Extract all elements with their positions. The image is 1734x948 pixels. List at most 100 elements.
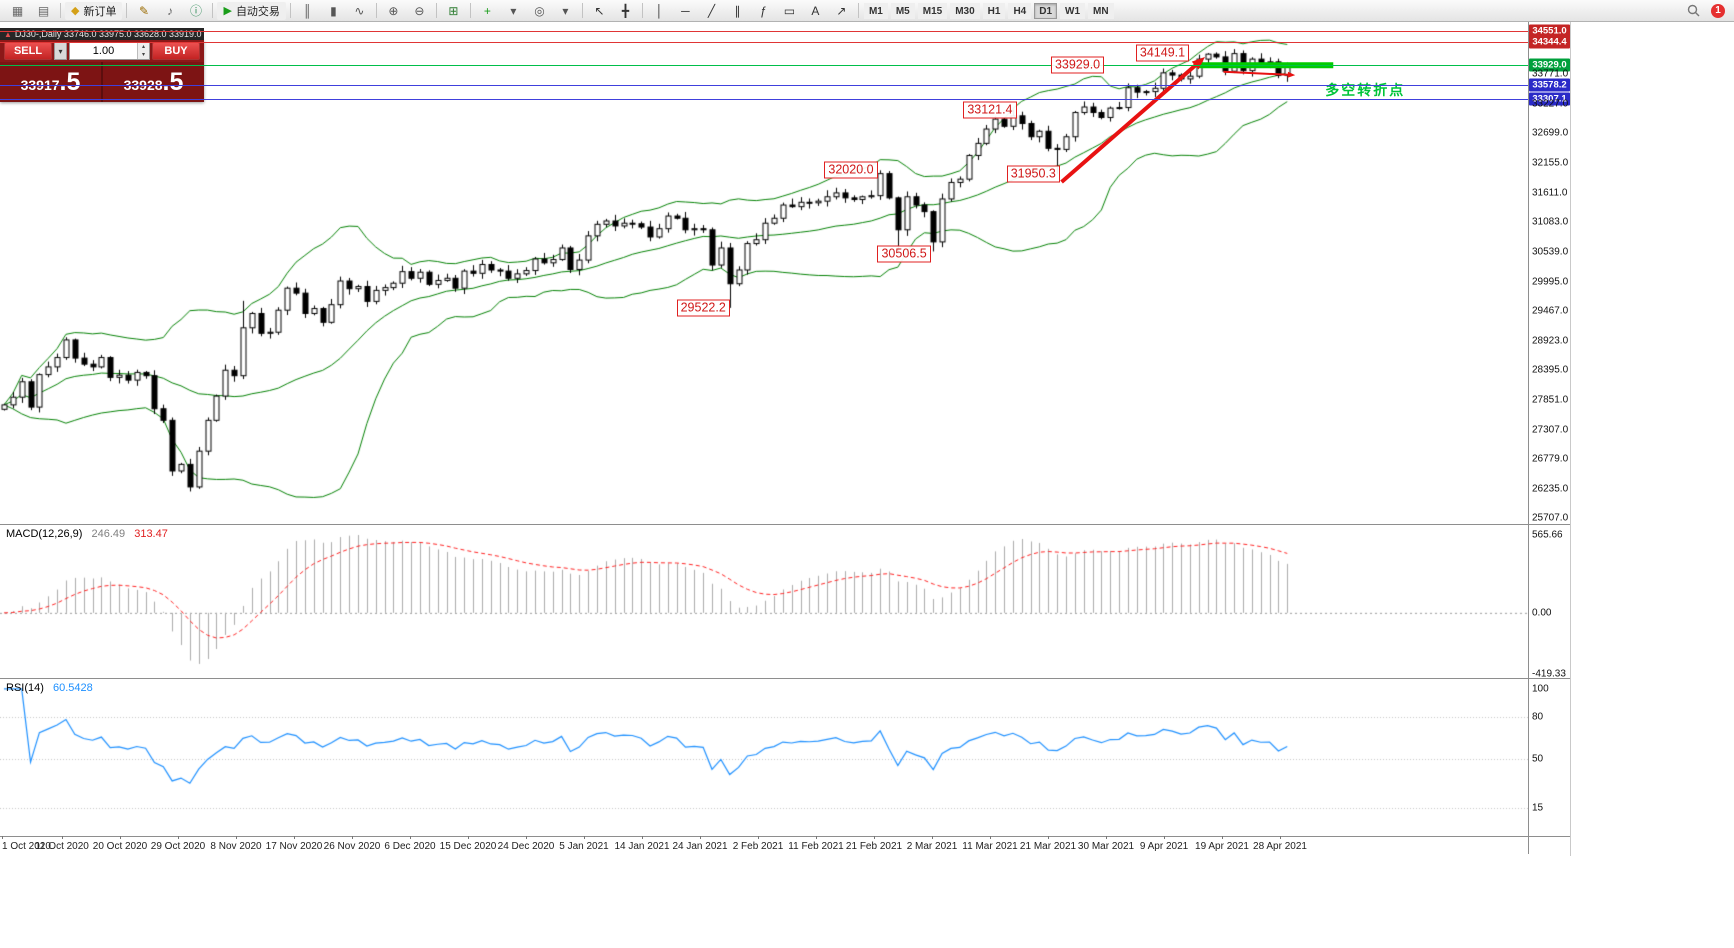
time-axis[interactable]: 1 Oct 2020 11 Oct 2020 20 Oct 2020 29 Oct 2…	[0, 836, 1570, 856]
rsi-panel-canvas[interactable]	[0, 679, 1528, 836]
time-axis-tick	[178, 836, 179, 839]
timeframe-button-M15[interactable]: M15	[917, 2, 948, 19]
price-axis[interactable]: 34551.0 34344.4 33929.0 33578.2 33307.1 33771…	[1529, 22, 1570, 854]
date-label: 11 Oct 2020	[35, 841, 89, 852]
date-label: 11 Mar 2021	[962, 841, 1018, 852]
price-annotation[interactable]: 30506.5	[877, 245, 931, 263]
price-chart-canvas[interactable]	[0, 22, 1528, 524]
date-label: 21 Mar 2021	[1019, 841, 1077, 852]
panel-separator[interactable]	[0, 836, 1570, 837]
price-level-badge: 34551.0	[1529, 24, 1570, 38]
buy-button[interactable]: BUY	[152, 42, 200, 60]
horizontal-line-icon[interactable]: ─	[681, 3, 690, 18]
toolbar-separator	[126, 3, 128, 18]
horizontal-level-line[interactable]	[0, 65, 1528, 67]
volume-dropdown[interactable]: ▾	[54, 42, 67, 60]
arrows-icon[interactable]: ↗	[836, 3, 847, 18]
sell-price[interactable]: 33917.5	[0, 68, 101, 97]
rsi-name: RSI(14)	[6, 682, 44, 694]
rsi-axis-tick: 100	[1532, 683, 1549, 695]
horizontal-level-line[interactable]	[0, 99, 1528, 101]
line-chart-mode-icon[interactable]: ∿	[354, 3, 365, 18]
cursor-icon[interactable]: ↖	[594, 3, 605, 18]
channel-icon[interactable]: ∥	[734, 3, 741, 18]
volume-input[interactable]	[70, 43, 137, 59]
time-axis-tick	[468, 836, 469, 839]
sell-button[interactable]: SELL	[4, 42, 52, 60]
toolbar-separator	[857, 3, 859, 18]
trend-arrow-head	[1191, 57, 1205, 70]
time-axis-tick	[236, 836, 237, 839]
macd-axis-tick: 565.66	[1532, 529, 1563, 541]
buy-price[interactable]: 33928.5	[103, 68, 204, 97]
time-axis-tick	[1222, 836, 1223, 839]
search-icon[interactable]	[1681, 1, 1706, 21]
shapes-icon[interactable]: ▭	[783, 3, 796, 18]
crosshair-icon[interactable]: ╋	[621, 3, 630, 18]
chart-title-text: DJ30-,Daily 33746.0 33975.0 33628.0 3391…	[14, 29, 202, 39]
price-annotation[interactable]: 33121.4	[963, 101, 1017, 119]
panel-separator[interactable]	[0, 524, 1570, 525]
price-annotation[interactable]: 33929.0	[1050, 56, 1105, 74]
new-chart-icon[interactable]: ▦	[11, 3, 24, 18]
price-axis-tick: 26779.0	[1532, 453, 1569, 465]
timeframe-button-M30[interactable]: M30	[950, 2, 980, 19]
bar-chart-mode-icon[interactable]: ║	[303, 3, 312, 18]
time-axis-tick	[62, 836, 63, 839]
date-label: 24 Jan 2021	[672, 841, 728, 852]
text-icon[interactable]: A	[811, 3, 820, 18]
volume-field: ▴ ▾	[69, 42, 150, 60]
horizontal-level-line[interactable]	[0, 30, 1528, 32]
community-icon[interactable]: ⓘ	[189, 4, 202, 18]
timeframe-button-H4[interactable]: H4	[1008, 2, 1032, 19]
date-label: 1 Oct 2020	[2, 841, 51, 852]
cycles-icon[interactable]: ◎	[534, 3, 545, 18]
timeframe-button-H1[interactable]: H1	[982, 2, 1006, 19]
cycles-dropdown-icon[interactable]: ▾	[562, 3, 569, 18]
indicators-icon[interactable]: +	[483, 3, 491, 18]
notifications-badge[interactable]: 1	[1711, 3, 1725, 18]
tile-windows-icon[interactable]: ⊞	[448, 3, 459, 18]
fibonacci-icon[interactable]: ƒ	[760, 3, 767, 18]
vertical-line-icon[interactable]: │	[655, 3, 664, 18]
timeframe-button-D1[interactable]: D1	[1034, 2, 1058, 19]
panel-separator[interactable]	[0, 678, 1570, 679]
timeframe-button-M5[interactable]: M5	[890, 2, 915, 19]
chart-note-label[interactable]: 多空转折点	[1325, 81, 1406, 98]
macd-indicator-label: MACD(12,26,9) 246.49 313.47	[6, 528, 168, 540]
candlestick-mode-icon[interactable]: ▮	[330, 3, 337, 18]
zoom-out-icon[interactable]: ⊖	[414, 3, 425, 18]
trend-arrow[interactable]	[1060, 60, 1201, 184]
toolbar-separator	[212, 3, 214, 18]
timeframe-button-M1[interactable]: M1	[863, 2, 888, 19]
pullback-arrow[interactable]	[1223, 70, 1292, 76]
price-annotation[interactable]: 31950.3	[1006, 165, 1060, 183]
date-label: 29 Oct 2020	[150, 841, 206, 852]
volume-spinner: ▴ ▾	[137, 43, 149, 59]
macd-axis-tick: -419.33	[1532, 668, 1566, 680]
sell-price-int: 33917	[20, 76, 60, 93]
metaeditor-icon[interactable]: ✎	[138, 3, 149, 18]
price-annotation[interactable]: 34149.1	[1135, 44, 1190, 62]
price-annotation[interactable]: 29522.2	[676, 299, 730, 317]
time-axis-tick	[1048, 836, 1049, 839]
price-level-badge: 34344.4	[1529, 35, 1570, 49]
horizontal-level-line[interactable]	[0, 84, 1528, 86]
macd-panel-canvas[interactable]	[0, 525, 1528, 678]
timeframe-button-W1[interactable]: W1	[1060, 2, 1086, 19]
price-axis-tick: 32155.0	[1532, 157, 1569, 169]
profiles-icon[interactable]: ▤	[37, 3, 50, 18]
horizontal-level-line[interactable]	[0, 42, 1528, 44]
one-click-trading-panel: SELL ▾ ▴ ▾ BUY 33917.5 33928.5	[0, 40, 204, 102]
zoom-in-icon[interactable]: ⊕	[388, 3, 399, 18]
volume-decrease-button[interactable]: ▾	[138, 51, 149, 59]
indicators-dropdown-icon[interactable]: ▾	[510, 3, 517, 18]
collapse-panel-icon[interactable]: ▲	[4, 30, 12, 39]
trendline-icon[interactable]: ╱	[707, 3, 716, 18]
timeframe-button-MN[interactable]: MN	[1088, 2, 1114, 19]
new-order-button[interactable]: ◆ 新订单	[65, 1, 123, 20]
alerts-icon[interactable]: ♪	[166, 3, 173, 18]
volume-increase-button[interactable]: ▴	[138, 43, 149, 51]
price-annotation[interactable]: 32020.0	[824, 161, 878, 179]
auto-trading-button[interactable]: ▶ 自动交易	[217, 1, 286, 20]
